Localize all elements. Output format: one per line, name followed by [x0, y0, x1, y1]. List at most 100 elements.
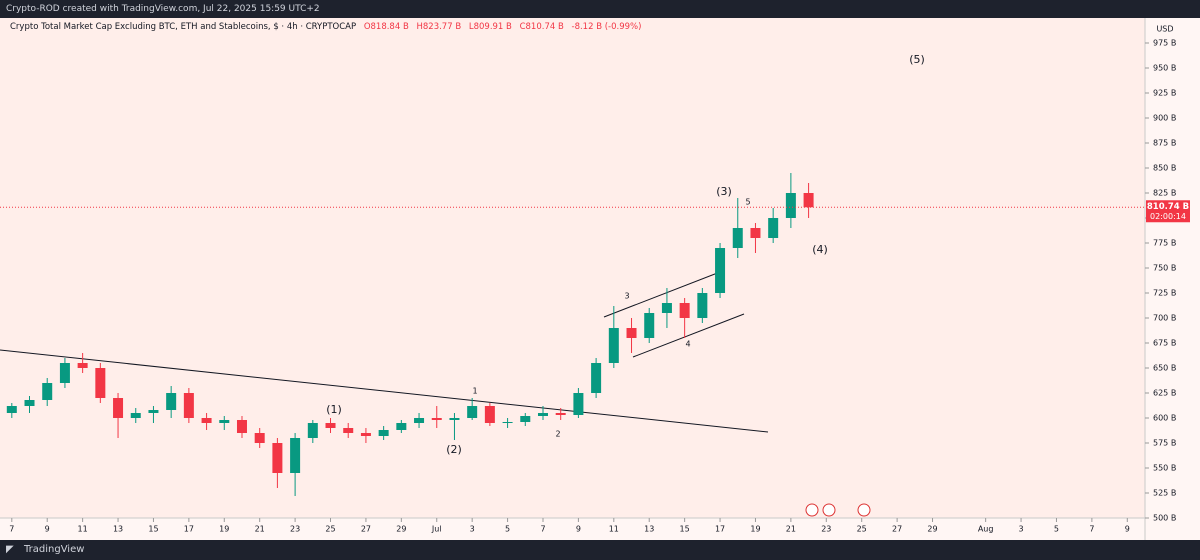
candle-body — [254, 433, 265, 443]
candle-body — [183, 393, 194, 418]
plot-area — [0, 18, 1145, 518]
wave-label: 1 — [472, 387, 477, 396]
x-tick-label: 25 — [325, 525, 335, 534]
x-tick-label: 11 — [78, 525, 88, 534]
candle-body — [236, 420, 247, 433]
candle-body — [219, 420, 230, 423]
countdown: 02:00:14 — [1150, 212, 1186, 221]
event-icons — [805, 503, 871, 517]
footer: ◤ TradingView — [0, 540, 1200, 560]
candle-body — [414, 418, 425, 423]
x-tick-label: 15 — [680, 525, 690, 534]
candle-body — [166, 393, 177, 410]
y-tick-label: 550 B — [1153, 464, 1176, 473]
candle-body — [113, 398, 124, 418]
x-tick-label: 17 — [715, 525, 725, 534]
candle-body — [537, 413, 548, 416]
ohlc-open: O818.84 B — [363, 22, 409, 32]
x-tick-label: 17 — [184, 525, 194, 534]
x-tick-label: 27 — [892, 525, 902, 534]
candle-body — [697, 293, 708, 318]
header: Crypto-ROD created with TradingView.com,… — [0, 0, 1200, 18]
wave-label: 4 — [685, 340, 690, 349]
candle-body — [573, 393, 584, 415]
trend-line — [0, 349, 769, 433]
x-tick-label: 27 — [361, 525, 371, 534]
y-tick-label: 725 B — [1153, 289, 1176, 298]
x-tick-label: Jul — [431, 525, 442, 534]
brand: TradingView — [24, 544, 85, 555]
candle-body — [77, 363, 88, 368]
x-tick-label: 19 — [219, 525, 229, 534]
wave-label: 3 — [624, 292, 629, 301]
y-tick-label: 950 B — [1153, 64, 1176, 73]
x-tick-label: 7 — [1089, 525, 1094, 534]
y-tick-label: 925 B — [1153, 89, 1176, 98]
y-tick-label: 675 B — [1153, 339, 1176, 348]
y-tick-label: 975 B — [1153, 39, 1176, 48]
x-tick-label: 13 — [644, 525, 654, 534]
drawings — [0, 271, 769, 433]
candle-body — [325, 423, 336, 428]
y-tick-label: 900 B — [1153, 114, 1176, 123]
last-price-box — [1146, 200, 1190, 223]
candle-body — [626, 328, 637, 338]
x-tick-label: 3 — [470, 525, 475, 534]
event-icon — [805, 503, 819, 517]
candle-body — [467, 406, 478, 418]
x-tick-label: 19 — [750, 525, 760, 534]
x-tick-label: 21 — [786, 525, 796, 534]
candle-body — [803, 193, 814, 208]
chart: USD 500 B 525 B 550 B 575 B 600 B 625 B 650 B 6… — [0, 18, 1200, 540]
wave-label: 5 — [745, 198, 750, 207]
candle-body — [201, 418, 212, 423]
candle-body — [59, 363, 70, 383]
y-tick-label: 650 B — [1153, 364, 1176, 373]
candles — [6, 173, 814, 496]
candle-body — [130, 413, 141, 418]
y-tick-label: 750 B — [1153, 264, 1176, 273]
candle-body — [378, 430, 389, 436]
x-tick-label: 11 — [609, 525, 619, 534]
x-tick-label: 15 — [148, 525, 158, 534]
x-tick-label: 21 — [255, 525, 265, 534]
candle-body — [6, 406, 17, 413]
wave-label: (5) — [909, 53, 925, 66]
ohlc-close: C810.74 B — [519, 22, 564, 32]
candle-body — [502, 422, 513, 423]
x-tick-label: 7 — [540, 525, 545, 534]
candle-body — [608, 328, 619, 363]
candle-body — [148, 410, 159, 413]
legend: Crypto Total Market Cap Excluding BTC, E… — [10, 22, 646, 32]
candle-body — [449, 418, 460, 420]
wave-label: (3) — [716, 185, 732, 198]
candle-body — [272, 443, 283, 473]
x-tick-label: 29 — [396, 525, 406, 534]
candle-body — [661, 303, 672, 313]
ohlc-high: H823.77 B — [416, 22, 462, 32]
x-tick-label: 5 — [505, 525, 510, 534]
last-price-label: 810.74 B — [1147, 202, 1189, 212]
candle-body — [431, 418, 442, 420]
candle-body — [343, 428, 354, 433]
candle-body — [750, 228, 761, 238]
x-tick-label: 5 — [1054, 525, 1059, 534]
x-tick-label: 25 — [857, 525, 867, 534]
price-axis — [1145, 18, 1200, 540]
candle-body — [360, 433, 371, 436]
time-axis — [0, 518, 1145, 540]
y-tick-label: 500 B — [1153, 514, 1176, 523]
wave-label: (1) — [326, 403, 342, 416]
wave-label: (2) — [446, 443, 462, 456]
candle-body — [42, 383, 53, 400]
candle-body — [520, 416, 531, 422]
symbol-title: Crypto Total Market Cap Excluding BTC, E… — [10, 22, 357, 32]
x-tick-label: 9 — [576, 525, 581, 534]
y-tick-label: 850 B — [1153, 164, 1176, 173]
candle-body — [715, 248, 726, 293]
y-tick-label: 625 B — [1153, 389, 1176, 398]
y-tick-label: 525 B — [1153, 489, 1176, 498]
x-tick-label: 23 — [290, 525, 300, 534]
candle-body — [785, 193, 796, 218]
